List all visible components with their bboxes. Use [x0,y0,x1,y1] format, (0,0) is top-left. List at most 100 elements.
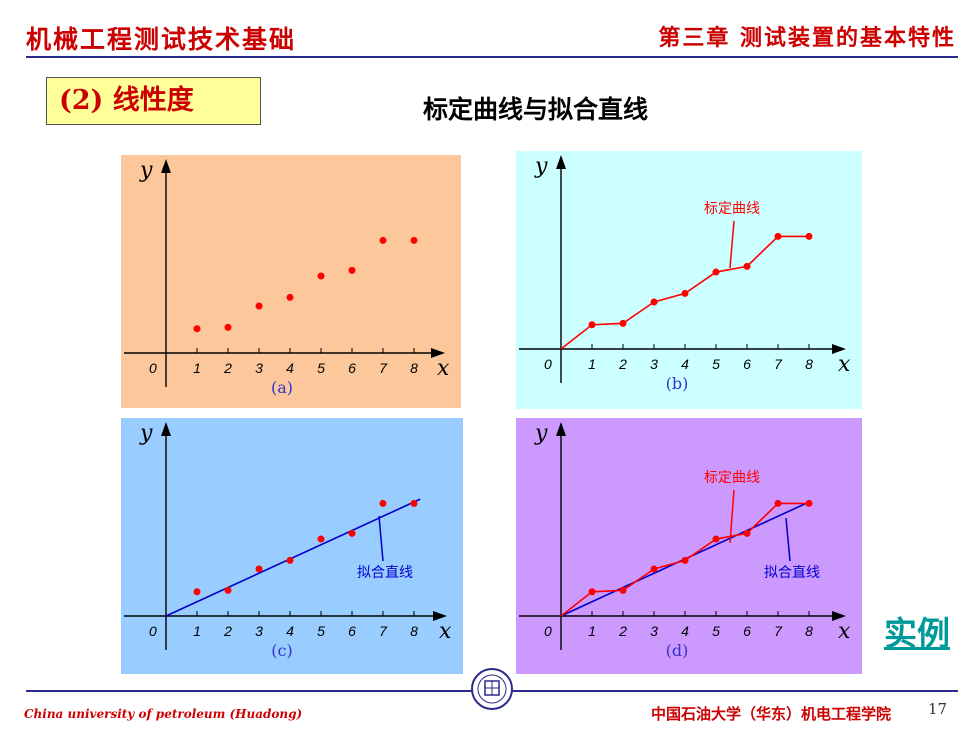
x-axis-arrow [832,344,846,354]
data-point [712,268,720,276]
chart-caption: (a) [271,378,293,397]
university-seal-icon [471,668,513,710]
chart-b: y x 0 1 2 3 4 5 6 7 8 标定曲线 (b) [516,151,862,409]
data-point [410,236,418,244]
chart-caption: (c) [271,641,292,660]
data-point [410,499,418,507]
y-axis-label: y [139,158,153,183]
data-point [224,586,232,594]
data-point [712,535,720,543]
chart-caption: (d) [666,641,689,660]
x-tick-label: 3 [255,360,263,376]
data-point [650,565,658,573]
example-link[interactable]: 实例 [884,614,950,653]
fit-annotation: 拟合直线 [764,564,820,581]
x-tick-label: 7 [379,360,388,376]
x-axis-label: x [838,352,851,377]
data-point [193,588,201,596]
x-tick-label: 7 [774,356,783,372]
x-tick-label: 1 [588,623,596,639]
x-axis-label: x [838,619,851,644]
data-point [255,302,263,310]
chart-c: y x 0 1 2 3 4 5 6 7 8 拟合直线 (c) [121,418,463,674]
data-point [286,293,294,301]
x-tick-label: 7 [774,623,783,639]
footer-university-cn: 中国石油大学（华东）机电工程学院 [651,705,892,723]
data-point [774,499,782,507]
data-point [317,272,325,280]
data-point [743,529,751,537]
fit-annotation-leader [378,515,384,562]
data-point [348,266,356,274]
data-point [588,588,596,596]
chart-caption: (b) [666,374,689,393]
x-tick-label: 5 [317,360,325,376]
x-tick-label: 1 [193,360,201,376]
x-tick-label: 8 [410,360,418,376]
data-point [379,499,387,507]
x-tick-label: 4 [286,360,294,376]
chart-panel-d: y x 0 1 2 3 4 5 6 7 8 标定曲线 拟合直线 (d) [516,418,862,674]
origin-label: 0 [544,623,552,639]
curve-annotation-leader [729,489,735,544]
x-tick-label: 4 [286,623,294,639]
chart-panel-c: y x 0 1 2 3 4 5 6 7 8 拟合直线 (c) [121,418,463,674]
x-tick-label: 8 [805,356,813,372]
footer-university-en: China university of petroleum (Huadong) [24,707,303,721]
page-number: 17 [928,700,948,718]
data-point [379,236,387,244]
x-tick-label: 4 [681,356,689,372]
x-tick-label: 2 [223,623,232,639]
x-axis-arrow [832,611,846,621]
data-point [743,262,751,270]
fit-line [165,498,421,617]
x-tick-label: 8 [805,623,813,639]
x-tick-label: 1 [588,356,596,372]
chart-background [121,155,461,408]
curve-annotation: 标定曲线 [704,201,760,217]
x-tick-label: 6 [348,623,356,639]
x-tick-label: 4 [681,623,689,639]
chart-panel-b: y x 0 1 2 3 4 5 6 7 8 标定曲线 (b) [516,151,862,409]
y-axis-label: y [534,421,548,446]
data-point [348,529,356,537]
slide-subtitle: 标定曲线与拟合直线 [423,95,649,124]
data-point [681,556,689,564]
data-point [805,232,813,240]
data-point [681,289,689,297]
y-axis-arrow [161,422,171,436]
x-tick-label: 6 [743,623,751,639]
x-tick-label: 3 [255,623,263,639]
y-axis-arrow [556,155,566,169]
y-axis-arrow [556,422,566,436]
data-point [317,535,325,543]
chart-a: y x 0 1 2 3 4 5 6 7 8 (a) [121,155,461,408]
x-tick-label: 5 [317,623,325,639]
data-point [193,325,201,333]
y-axis-arrow [161,159,171,173]
chart-panel-a: y x 0 1 2 3 4 5 6 7 8 (a) [121,155,461,408]
x-tick-label: 5 [712,356,720,372]
x-tick-label: 3 [650,356,658,372]
header-rule [26,56,958,58]
chart-background [516,418,862,674]
section-label: (2) 线性度 [46,77,261,125]
x-tick-label: 6 [348,360,356,376]
x-tick-label: 2 [618,623,627,639]
x-tick-label: 7 [379,623,388,639]
x-axis-label: x [437,356,450,381]
data-point [255,565,263,573]
fit-annotation-leader [785,517,791,562]
data-point [650,298,658,306]
data-point [588,321,596,329]
curve-annotation: 标定曲线 [704,470,760,486]
header-chapter-title: 第三章 测试装置的基本特性 [658,25,956,51]
fit-annotation: 拟合直线 [357,564,413,581]
data-point [805,499,813,507]
header-course-title: 机械工程测试技术基础 [26,25,297,54]
x-axis-arrow [433,611,447,621]
x-tick-label: 2 [223,360,232,376]
origin-label: 0 [149,360,157,376]
x-tick-label: 3 [650,623,658,639]
